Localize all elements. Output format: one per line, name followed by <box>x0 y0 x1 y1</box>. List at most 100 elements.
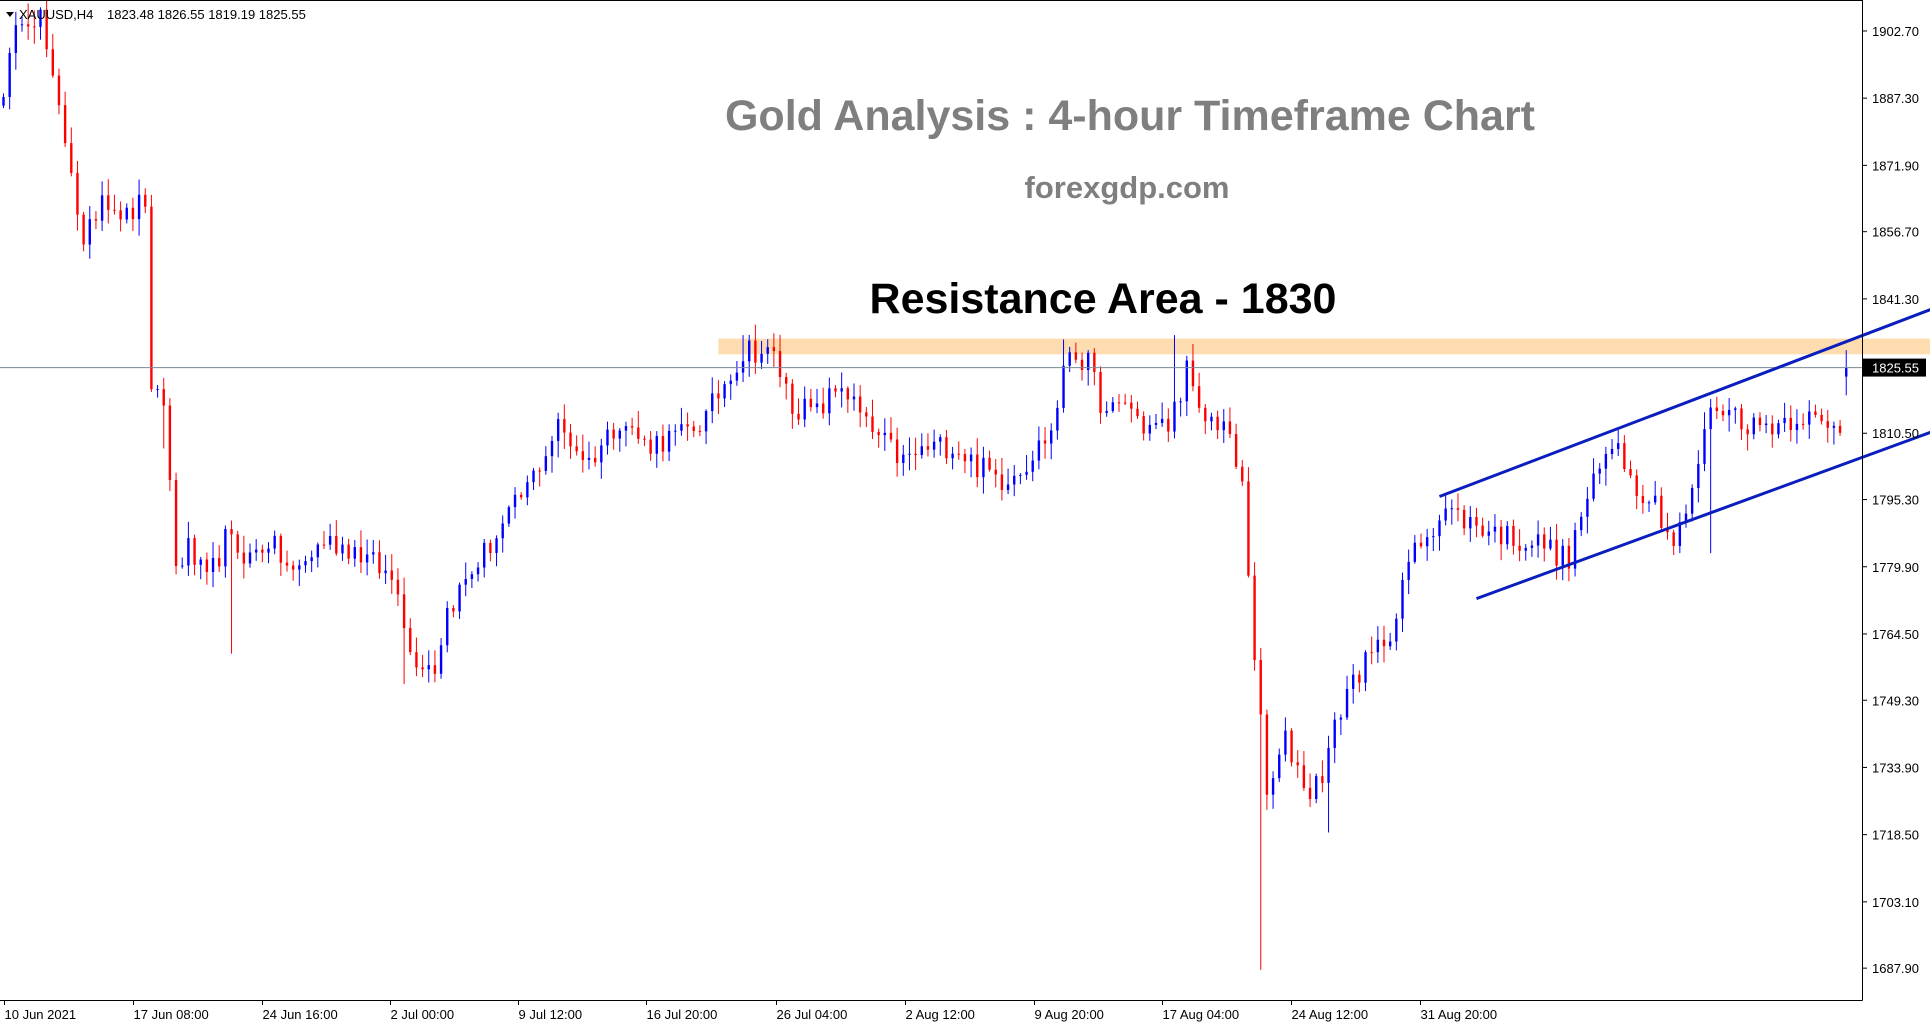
candle[interactable] <box>193 534 196 576</box>
candle[interactable] <box>815 388 819 414</box>
candle[interactable] <box>519 492 523 500</box>
symbol-dropdown-icon[interactable] <box>6 12 14 17</box>
candle[interactable] <box>698 425 702 437</box>
candle[interactable] <box>1592 458 1595 502</box>
candle[interactable] <box>501 515 504 553</box>
candle[interactable] <box>556 412 560 458</box>
candle[interactable] <box>8 47 11 110</box>
candle[interactable] <box>587 441 591 470</box>
candle[interactable] <box>76 160 79 231</box>
candle[interactable] <box>883 418 887 451</box>
candle[interactable] <box>1382 625 1386 663</box>
candle[interactable] <box>113 194 116 215</box>
candle[interactable] <box>544 446 548 475</box>
candle[interactable] <box>1635 469 1638 510</box>
candle[interactable] <box>1647 500 1651 513</box>
candle[interactable] <box>162 377 165 449</box>
candle[interactable] <box>1432 527 1435 552</box>
candle[interactable] <box>100 181 104 231</box>
candle[interactable] <box>1376 626 1380 663</box>
candle[interactable] <box>156 384 159 398</box>
candle[interactable] <box>1506 521 1509 550</box>
candle[interactable] <box>945 430 948 465</box>
candle[interactable] <box>1278 748 1281 783</box>
candle[interactable] <box>877 428 880 448</box>
candle[interactable] <box>218 545 221 573</box>
candle[interactable] <box>57 68 61 115</box>
candle[interactable] <box>1093 348 1096 386</box>
candle[interactable] <box>1555 524 1558 580</box>
candle[interactable] <box>1610 438 1614 460</box>
candle[interactable] <box>1820 408 1823 425</box>
candle[interactable] <box>914 437 917 471</box>
candle[interactable] <box>1549 526 1552 551</box>
candle[interactable] <box>1746 424 1749 451</box>
candle[interactable] <box>248 543 252 568</box>
candle[interactable] <box>359 530 363 574</box>
candle[interactable] <box>1764 414 1768 434</box>
candle[interactable] <box>1148 415 1152 441</box>
candle[interactable] <box>729 374 732 400</box>
candle[interactable] <box>464 562 467 597</box>
candle[interactable] <box>304 555 307 573</box>
candle[interactable] <box>347 538 350 565</box>
candle[interactable] <box>1037 426 1041 470</box>
candle[interactable] <box>624 421 628 447</box>
candle[interactable] <box>1629 460 1632 479</box>
candle[interactable] <box>1265 709 1269 810</box>
candle[interactable] <box>1117 394 1121 412</box>
candle[interactable] <box>1586 487 1589 534</box>
candle[interactable] <box>1487 520 1490 546</box>
channel-lower-line[interactable] <box>1475 285 1930 601</box>
candle[interactable] <box>1333 712 1336 764</box>
candle[interactable] <box>489 539 492 562</box>
candle[interactable] <box>1142 411 1145 441</box>
candle[interactable] <box>335 520 338 556</box>
candle[interactable] <box>1019 473 1022 485</box>
candle[interactable] <box>834 385 837 398</box>
candle[interactable] <box>846 386 850 413</box>
candle[interactable] <box>205 552 209 585</box>
candle[interactable] <box>372 539 375 564</box>
candle[interactable] <box>1499 519 1503 561</box>
candle[interactable] <box>1395 613 1398 651</box>
candle[interactable] <box>1690 484 1694 522</box>
candle[interactable] <box>575 435 578 456</box>
candle[interactable] <box>538 467 541 487</box>
candle[interactable] <box>1814 404 1817 418</box>
candle[interactable] <box>1573 522 1577 577</box>
candle[interactable] <box>199 556 202 580</box>
candle[interactable] <box>1358 670 1361 693</box>
candle[interactable] <box>1801 413 1805 430</box>
candle[interactable] <box>637 410 640 444</box>
candle[interactable] <box>951 446 954 470</box>
candle[interactable] <box>1444 493 1447 526</box>
candle[interactable] <box>982 446 985 494</box>
candle[interactable] <box>495 535 498 567</box>
candle[interactable] <box>772 333 776 367</box>
candle[interactable] <box>612 422 615 450</box>
candle[interactable] <box>1351 663 1355 704</box>
candle[interactable] <box>267 542 270 564</box>
candle[interactable] <box>421 654 424 678</box>
candle[interactable] <box>1530 540 1534 557</box>
candle[interactable] <box>908 437 911 471</box>
candle[interactable] <box>778 334 782 388</box>
candle[interactable] <box>396 568 400 606</box>
candle[interactable] <box>1407 549 1410 595</box>
candle[interactable] <box>1715 396 1719 420</box>
candle[interactable] <box>33 10 36 44</box>
candle[interactable] <box>1216 410 1219 440</box>
candle[interactable] <box>748 334 751 377</box>
candle[interactable] <box>1462 505 1466 536</box>
candle[interactable] <box>1327 735 1330 833</box>
candle[interactable] <box>316 542 320 568</box>
candle[interactable] <box>1469 506 1472 542</box>
candle[interactable] <box>717 380 720 415</box>
candle[interactable] <box>291 560 295 581</box>
candle[interactable] <box>1493 514 1497 543</box>
candle[interactable] <box>131 197 135 232</box>
candle[interactable] <box>1425 528 1429 561</box>
candle[interactable] <box>51 33 55 78</box>
candle[interactable] <box>476 562 480 582</box>
